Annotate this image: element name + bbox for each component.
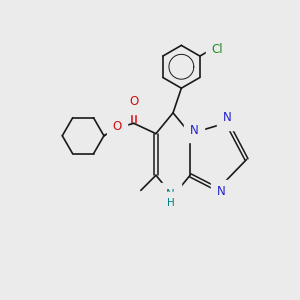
Text: O: O <box>129 95 139 108</box>
Text: N: N <box>217 185 226 198</box>
Text: N: N <box>223 111 232 124</box>
Text: N: N <box>190 124 198 136</box>
Text: Cl: Cl <box>211 43 223 56</box>
Text: H: H <box>167 198 175 208</box>
Text: N: N <box>166 188 175 201</box>
Text: O: O <box>112 120 122 133</box>
